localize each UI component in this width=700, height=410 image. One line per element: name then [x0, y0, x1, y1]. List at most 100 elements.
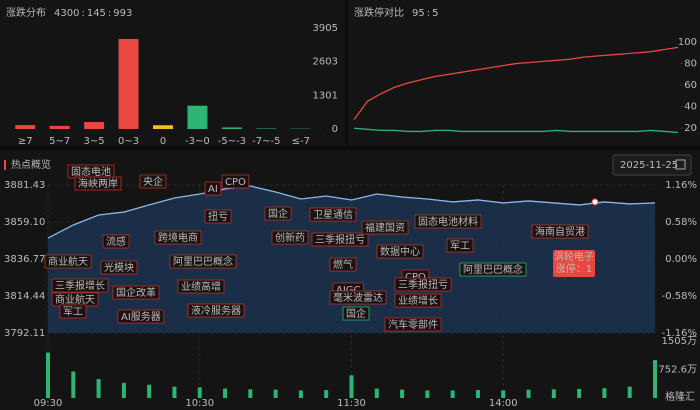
hotspot-label-box: [309, 207, 357, 222]
series-line: [353, 46, 679, 120]
hotspot-label: 国企: [268, 207, 288, 220]
calendar-icon[interactable]: [675, 159, 686, 170]
hotspot-label: 液冷服务器: [191, 304, 241, 317]
x-tick-label: 5~7: [49, 136, 70, 147]
hotspot-label: 商业航天: [48, 255, 88, 268]
hotspot-label: 国企: [346, 307, 366, 320]
hotspot-label: 阿里巴巴概念: [463, 263, 523, 276]
date-picker[interactable]: [612, 154, 692, 176]
hotspot-label-box: [459, 262, 527, 277]
panel-title: 热点概览: [11, 158, 51, 171]
hotspot-label: AI: [208, 184, 218, 195]
x-tick-label: 3~5: [84, 136, 105, 147]
y-tick-label: 3836.77: [4, 254, 45, 265]
y2-tick-label: 0.00%: [665, 254, 697, 265]
hotspot-label: 业绩高增: [181, 280, 221, 293]
hotspot-label: 三季报增长: [55, 279, 105, 292]
volume-bar: [450, 390, 455, 398]
y2-tick-label: -1.16%: [662, 328, 697, 339]
x-tick-label: 10:30: [185, 398, 214, 409]
volume-bar: [147, 384, 152, 398]
y-tick-label: 3859.10: [4, 217, 45, 228]
hotspot-label-box: [139, 174, 167, 189]
volume-bar: [71, 371, 76, 398]
hotspot-label: 数据中心: [380, 245, 420, 258]
volume-bar: [425, 390, 430, 398]
volume-bar: [324, 390, 329, 398]
hotspot-label: 军工: [63, 306, 83, 318]
hotspot-label-box: [531, 224, 589, 239]
y-tick-label: 3905: [313, 23, 338, 34]
hotspot-label: 毫米波雷达: [333, 291, 383, 304]
y-tick-label: 3814.44: [4, 291, 45, 302]
tooltip: [553, 250, 595, 277]
series-line: [353, 127, 679, 134]
x-tick-label: 09:30: [34, 398, 63, 409]
volume-bar: [526, 389, 531, 398]
y-tick-label: 40: [684, 102, 697, 113]
hotspot-label: 国企改革: [116, 286, 156, 299]
hotspot-label-box: [384, 317, 442, 332]
y-tick-label: 3792.11: [4, 328, 45, 339]
panel: [348, 0, 700, 146]
separator: :: [81, 8, 84, 19]
volume-bar: [197, 387, 202, 398]
hotspot-label: 创新药: [275, 231, 305, 244]
hotspot-label-box: [394, 277, 452, 292]
bar: [118, 38, 139, 129]
bar: [15, 125, 36, 129]
hotspot-label-box: [329, 290, 387, 305]
tooltip-line: 涨停：1: [556, 262, 592, 275]
hotspot-label: 海南自贸港: [535, 225, 585, 238]
hotspot-label: 卫星通信: [313, 209, 353, 221]
date: 2025-11-25: [620, 160, 678, 171]
panel-title: 涨跌分布: [6, 6, 46, 19]
y2-tick-label: -0.58%: [662, 291, 697, 302]
volume-bar: [627, 386, 632, 398]
bar: [221, 127, 242, 129]
y-tick-label: 20: [684, 123, 697, 134]
bar: [84, 122, 105, 129]
y-tick-label: 60: [684, 80, 697, 91]
hotspot-label: 固态电池: [71, 165, 111, 178]
bar: [49, 125, 70, 129]
hotspot-label-box: [102, 234, 130, 249]
hotspot-label: 央企: [143, 175, 163, 188]
hotspot-label-box: [51, 278, 109, 293]
x-tick-label: 0: [160, 136, 166, 147]
hotspot-label: 军工: [450, 240, 470, 252]
summary-value: 145: [87, 8, 106, 19]
volume-bar: [248, 389, 253, 398]
hotspot-label: 汽车零部件: [388, 318, 438, 331]
volume-bar: [602, 388, 607, 398]
summary-value: 95: [412, 8, 425, 19]
separator: :: [427, 8, 430, 19]
hotspot-label-box: [446, 238, 474, 253]
y-tick-label: 2603: [313, 57, 338, 68]
y-tick-label: 80: [684, 59, 697, 70]
volume-bar: [374, 388, 379, 398]
y2-tick-label: 0.58%: [665, 217, 697, 228]
hotspot-label-box: [271, 230, 309, 245]
x-tick-label: ≤-7: [292, 136, 310, 147]
y-tick-label: 3881.43: [4, 180, 45, 191]
separator: :: [108, 8, 111, 19]
hotspot-label: 燃气: [333, 258, 353, 271]
hotspot-label: AI服务器: [121, 310, 161, 323]
volume-tick-label: 1505万: [662, 336, 697, 347]
volume-bar: [298, 390, 303, 398]
hotspot-label: 阿里巴巴概念: [173, 255, 233, 268]
hotspot-label-box: [117, 309, 165, 324]
hotspot-label: 固态电池材料: [418, 215, 478, 228]
y2-tick-label: 1.16%: [665, 180, 697, 191]
y-tick-label: 0: [332, 124, 338, 135]
y-tick-label: 1301: [313, 90, 338, 101]
x-tick-label: 14:00: [489, 398, 518, 409]
x-tick-label: ≥7: [18, 136, 33, 147]
hotspot-label: 商业航天: [55, 293, 95, 306]
volume-bar: [501, 390, 506, 398]
hotspot-label: 流感: [106, 235, 126, 248]
title-marker: [4, 160, 6, 170]
hotspot-label: CPO: [405, 272, 426, 283]
